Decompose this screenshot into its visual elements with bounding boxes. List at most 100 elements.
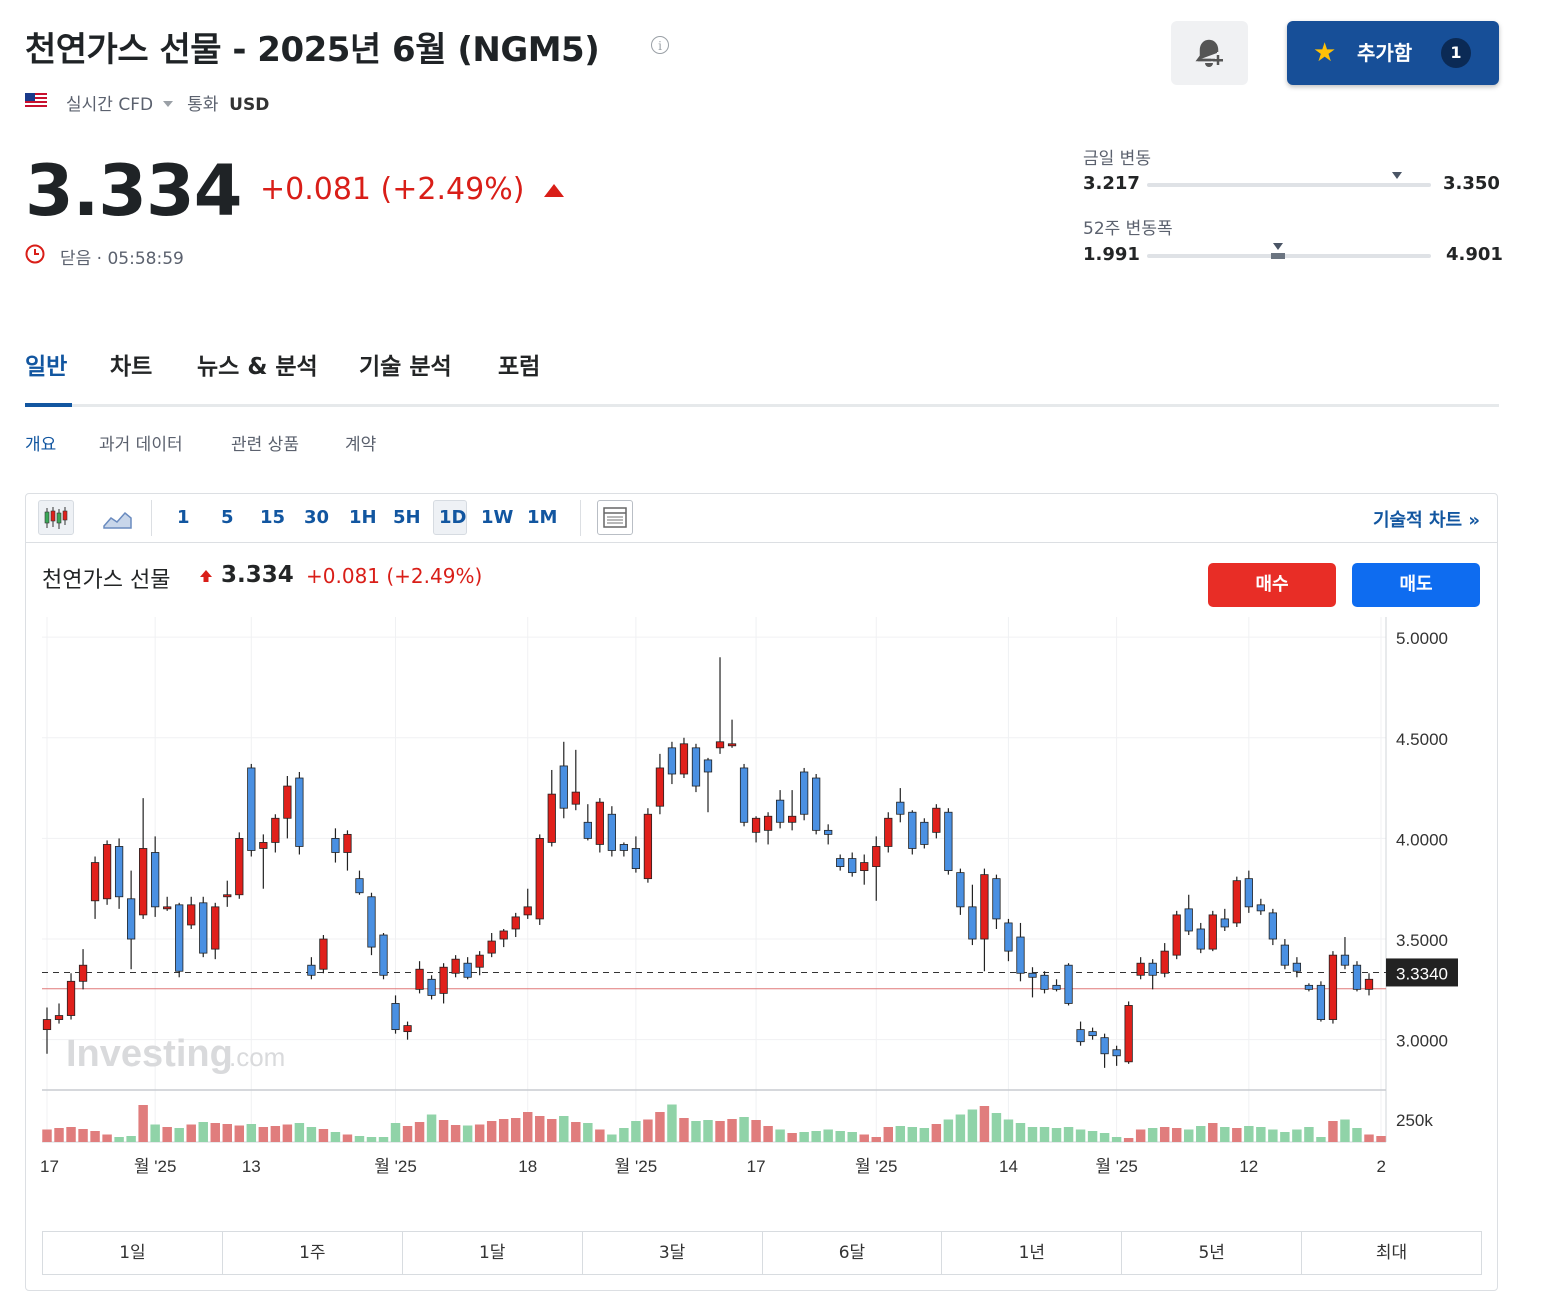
candle-body bbox=[1352, 964, 1362, 990]
week52-high: 4.901 bbox=[1446, 244, 1503, 265]
add-alert-button[interactable] bbox=[1171, 21, 1248, 85]
candlestick-chart-button[interactable] bbox=[38, 500, 74, 535]
bell-plus-icon bbox=[1195, 39, 1223, 67]
candle-body bbox=[1172, 914, 1181, 956]
candle-body bbox=[211, 906, 220, 950]
volume-bar bbox=[679, 1118, 689, 1142]
volume-bar bbox=[1184, 1129, 1194, 1142]
up-arrow-icon bbox=[544, 184, 564, 197]
timeframe-30[interactable]: 30 bbox=[304, 507, 330, 528]
volume-bar bbox=[438, 1120, 449, 1142]
volume-bar bbox=[1268, 1129, 1278, 1142]
tab-forum[interactable]: 포럼 bbox=[498, 354, 541, 380]
market-type[interactable]: 실시간 CFD bbox=[66, 95, 154, 115]
volume-bar bbox=[342, 1134, 353, 1142]
volume-bar bbox=[330, 1132, 341, 1142]
volume-bar bbox=[414, 1122, 425, 1142]
candle-body bbox=[643, 813, 653, 880]
range-selector: 1일 1주 1달 3달 6달 1년 5년 최대 bbox=[42, 1231, 1482, 1275]
candle-body bbox=[235, 838, 244, 896]
candle-body bbox=[944, 811, 953, 872]
layout-button[interactable] bbox=[597, 500, 633, 535]
add-to-watchlist-button[interactable]: ★ 추가함 1 bbox=[1287, 21, 1499, 85]
volume-bar bbox=[222, 1124, 232, 1142]
range-5y[interactable]: 5년 bbox=[1122, 1232, 1303, 1274]
timeframe-1m[interactable]: 1M bbox=[527, 507, 558, 528]
week52-range-fill bbox=[1270, 253, 1285, 259]
timeframe-5[interactable]: 5 bbox=[221, 507, 234, 528]
candle-body bbox=[367, 896, 376, 948]
candle-body bbox=[90, 862, 100, 902]
timeframe-1[interactable]: 1 bbox=[177, 507, 190, 528]
range-3m[interactable]: 3달 bbox=[583, 1232, 763, 1274]
area-chart-icon[interactable] bbox=[101, 504, 133, 532]
candle-body bbox=[763, 815, 773, 831]
star-icon: ★ bbox=[1313, 38, 1337, 68]
volume-bar bbox=[390, 1123, 401, 1142]
subtab-history[interactable]: 과거 데이터 bbox=[99, 435, 183, 455]
volume-bar bbox=[498, 1119, 509, 1142]
range-1m[interactable]: 1달 bbox=[403, 1232, 583, 1274]
y-tick-label: 5.0000 bbox=[1396, 629, 1448, 648]
volume-bar bbox=[1196, 1126, 1206, 1142]
subtab-contracts[interactable]: 계약 bbox=[345, 435, 377, 455]
us-flag-icon bbox=[25, 93, 47, 109]
tab-overview[interactable]: 일반 bbox=[25, 354, 68, 380]
volume-bar bbox=[703, 1120, 713, 1142]
page-title: 천연가스 선물 - 2025년 6월 (NGM5) bbox=[25, 30, 600, 70]
volume-bar bbox=[1159, 1127, 1170, 1142]
info-icon[interactable]: i bbox=[651, 36, 669, 54]
market-status: 닫음 · 05:58:59 bbox=[60, 249, 184, 269]
candle-body bbox=[1244, 878, 1253, 908]
volume-bar bbox=[1376, 1136, 1386, 1142]
chart-last-price: 3.334 bbox=[221, 562, 294, 588]
week52-low: 1.991 bbox=[1083, 244, 1140, 265]
watermark-logo: Investing bbox=[66, 1033, 233, 1075]
candle-body bbox=[1160, 950, 1169, 974]
tab-chart[interactable]: 차트 bbox=[110, 354, 153, 380]
subtab-summary[interactable]: 개요 bbox=[25, 435, 57, 455]
candle-body bbox=[223, 894, 232, 898]
timeframe-1h[interactable]: 1H bbox=[349, 507, 377, 528]
timeframe-5h[interactable]: 5H bbox=[393, 507, 421, 528]
timeframe-1w[interactable]: 1W bbox=[481, 507, 514, 528]
x-tick-label: 월 '25 bbox=[615, 1157, 658, 1176]
range-1d[interactable]: 1일 bbox=[43, 1232, 223, 1274]
tab-news[interactable]: 뉴스 & 분석 bbox=[197, 354, 318, 380]
volume-bar bbox=[811, 1131, 821, 1142]
volume-bar bbox=[366, 1137, 377, 1142]
volume-bar bbox=[859, 1134, 869, 1142]
volume-bar bbox=[1075, 1129, 1086, 1142]
timeframe-15[interactable]: 15 bbox=[260, 507, 286, 528]
x-tick-label: 월 '25 bbox=[374, 1157, 417, 1176]
candle-body bbox=[283, 785, 292, 819]
range-max[interactable]: 최대 bbox=[1375, 1243, 1408, 1263]
range-6m[interactable]: 6달 bbox=[763, 1232, 943, 1274]
candle-body bbox=[691, 747, 701, 787]
volume-bar bbox=[559, 1116, 569, 1142]
range-1w[interactable]: 1주 bbox=[223, 1232, 403, 1274]
candle-body bbox=[920, 821, 929, 845]
tab-technical[interactable]: 기술 분석 bbox=[359, 354, 452, 380]
last-price-badge bbox=[1386, 958, 1458, 987]
range-1y[interactable]: 1년 bbox=[942, 1232, 1123, 1274]
chart-widget bbox=[25, 493, 1498, 1291]
volume-bar bbox=[510, 1118, 521, 1142]
candle-body bbox=[727, 743, 737, 747]
technical-chart-link[interactable]: 기술적 차트 » bbox=[1373, 510, 1480, 531]
timeframe-1d[interactable]: 1D bbox=[439, 507, 467, 528]
sell-button[interactable]: 매도 bbox=[1352, 563, 1480, 607]
volume-bar bbox=[523, 1112, 533, 1142]
candle-body bbox=[535, 838, 544, 920]
subtab-related[interactable]: 관련 상품 bbox=[231, 435, 299, 455]
volume-bar bbox=[823, 1129, 833, 1142]
layout-icon bbox=[603, 507, 627, 528]
volume-bar bbox=[1244, 1126, 1254, 1142]
chevron-down-icon[interactable] bbox=[163, 101, 174, 107]
x-tick-label: 17 bbox=[40, 1157, 59, 1176]
x-tick-label: 12 bbox=[1239, 1157, 1258, 1176]
buy-button[interactable]: 매수 bbox=[1208, 563, 1336, 607]
volume-bar bbox=[571, 1122, 581, 1142]
volume-bar bbox=[102, 1134, 112, 1142]
